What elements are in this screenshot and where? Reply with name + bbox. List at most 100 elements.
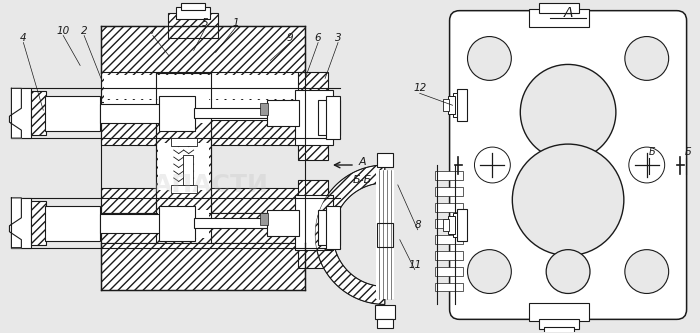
Polygon shape [315, 165, 385, 304]
Circle shape [475, 147, 510, 183]
Bar [453, 213, 456, 237]
Bar [158, 210, 209, 238]
Bar [539, 319, 579, 329]
Text: 6: 6 [315, 33, 321, 43]
Text: А: А [564, 6, 573, 20]
Bar [298, 72, 328, 160]
Text: 1: 1 [232, 18, 239, 28]
Bar [539, 3, 579, 13]
Text: 10: 10 [57, 26, 70, 36]
Bar [46, 206, 100, 241]
Bar [442, 99, 449, 111]
Circle shape [546, 250, 590, 293]
Text: АПАСТИ: АПАСТИ [153, 173, 269, 197]
Bar [529, 303, 589, 321]
Bar [377, 153, 393, 167]
Bar [435, 187, 463, 196]
Circle shape [512, 144, 624, 256]
Bar [375, 305, 395, 319]
Bar [318, 210, 340, 245]
Bar [267, 210, 299, 236]
Bar [442, 219, 449, 231]
Bar [260, 103, 268, 115]
Bar [101, 120, 305, 145]
Bar [158, 95, 209, 123]
Text: Б: Б [648, 147, 655, 157]
Bar [101, 213, 305, 243]
Bar [435, 171, 463, 180]
Text: 8: 8 [414, 220, 421, 230]
Text: 9: 9 [287, 33, 293, 43]
Text: 7: 7 [150, 26, 156, 36]
FancyBboxPatch shape [449, 11, 687, 319]
Bar [171, 185, 197, 193]
Text: 5: 5 [202, 18, 209, 28]
Circle shape [468, 250, 511, 293]
Bar [46, 96, 100, 131]
Bar [295, 195, 333, 250]
Circle shape [625, 37, 668, 80]
Bar [100, 104, 160, 123]
Bar [176, 7, 209, 19]
Bar [453, 93, 456, 117]
Bar [171, 138, 197, 146]
Bar [32, 201, 46, 245]
Bar [298, 180, 328, 268]
Bar [11, 26, 320, 309]
Bar [100, 214, 160, 233]
Bar [11, 88, 32, 138]
Bar [326, 206, 340, 249]
Text: Б-Б: Б-Б [352, 175, 372, 185]
Bar [158, 143, 209, 190]
Polygon shape [9, 198, 22, 248]
Bar [32, 91, 46, 135]
Bar [101, 72, 305, 102]
Text: 3: 3 [335, 33, 342, 43]
Bar [101, 26, 305, 73]
Circle shape [629, 147, 665, 183]
Bar [435, 203, 463, 212]
Bar [183, 155, 193, 185]
Text: 11: 11 [408, 260, 421, 270]
Circle shape [625, 250, 668, 293]
Bar [529, 9, 589, 27]
Bar [456, 209, 466, 241]
Bar [159, 96, 195, 131]
Bar [104, 75, 303, 99]
Bar [377, 319, 393, 328]
Bar [447, 216, 454, 234]
Circle shape [520, 64, 616, 160]
Bar [181, 3, 204, 10]
Bar [435, 219, 463, 228]
Bar [194, 218, 268, 228]
Bar [295, 90, 333, 145]
Bar [447, 96, 454, 114]
Text: 12: 12 [413, 83, 426, 93]
Text: 2: 2 [80, 26, 88, 36]
Bar [456, 89, 466, 121]
Bar [156, 73, 211, 260]
Polygon shape [9, 88, 22, 138]
Bar [318, 100, 340, 135]
Text: 4: 4 [20, 33, 27, 43]
Bar [377, 223, 393, 247]
Bar [101, 243, 305, 290]
Bar [168, 13, 218, 38]
Text: А: А [358, 157, 366, 167]
Circle shape [468, 37, 511, 80]
Bar [435, 282, 463, 291]
Bar [260, 213, 268, 225]
Bar [544, 327, 574, 333]
Bar [435, 267, 463, 275]
Bar [101, 188, 305, 213]
Bar [159, 206, 195, 241]
Bar [194, 108, 268, 118]
Bar [104, 100, 303, 120]
Bar [11, 198, 32, 248]
Bar [435, 251, 463, 260]
Bar [267, 100, 299, 126]
Bar [326, 96, 340, 139]
Bar [435, 235, 463, 244]
Text: Б: Б [685, 147, 692, 157]
Bar [376, 170, 394, 299]
